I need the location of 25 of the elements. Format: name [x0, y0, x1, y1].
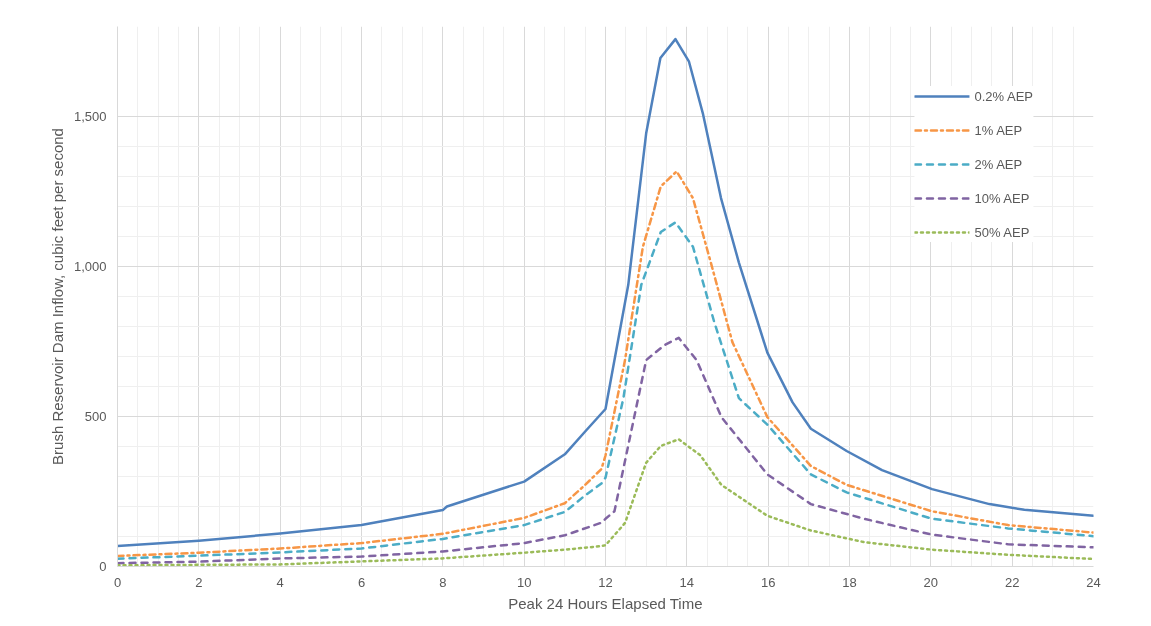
x-tick-label: 16 — [760, 574, 776, 590]
legend-label: 2% AEP — [974, 156, 1023, 172]
x-tick-label: 10 — [516, 574, 532, 590]
x-tick-label: 24 — [1086, 574, 1101, 590]
y-tick-label: 500 — [84, 409, 107, 424]
x-tick-label: 4 — [276, 574, 284, 590]
y-tick-label: 1,000 — [73, 259, 107, 274]
x-tick-label: 6 — [357, 574, 366, 590]
y-tick-label: 0 — [99, 559, 107, 574]
x-tick-label: 22 — [1004, 574, 1020, 590]
x-tick-label: 14 — [679, 574, 695, 590]
legend-label: 10% AEP — [974, 190, 1030, 206]
x-tick-label: 0 — [113, 574, 122, 590]
x-tick-label: 18 — [842, 574, 857, 590]
x-axis-title: Peak 24 Hours Elapsed Time — [508, 594, 703, 612]
line-series — [117, 37, 1094, 548]
x-tick-label: 8 — [439, 574, 447, 590]
x-tick-label: 12 — [598, 574, 613, 590]
legend-label: 0.2% AEP — [974, 88, 1033, 104]
legend-label: 50% AEP — [974, 224, 1030, 240]
x-tick-label: 2 — [195, 574, 203, 590]
x-tick-label: 20 — [923, 574, 939, 590]
y-axis-title: Brush Reservoir Dam Inflow, cubic feet per second — [48, 128, 66, 465]
y-tick-label: 1,500 — [73, 109, 107, 124]
legend-label: 1% AEP — [974, 122, 1023, 138]
